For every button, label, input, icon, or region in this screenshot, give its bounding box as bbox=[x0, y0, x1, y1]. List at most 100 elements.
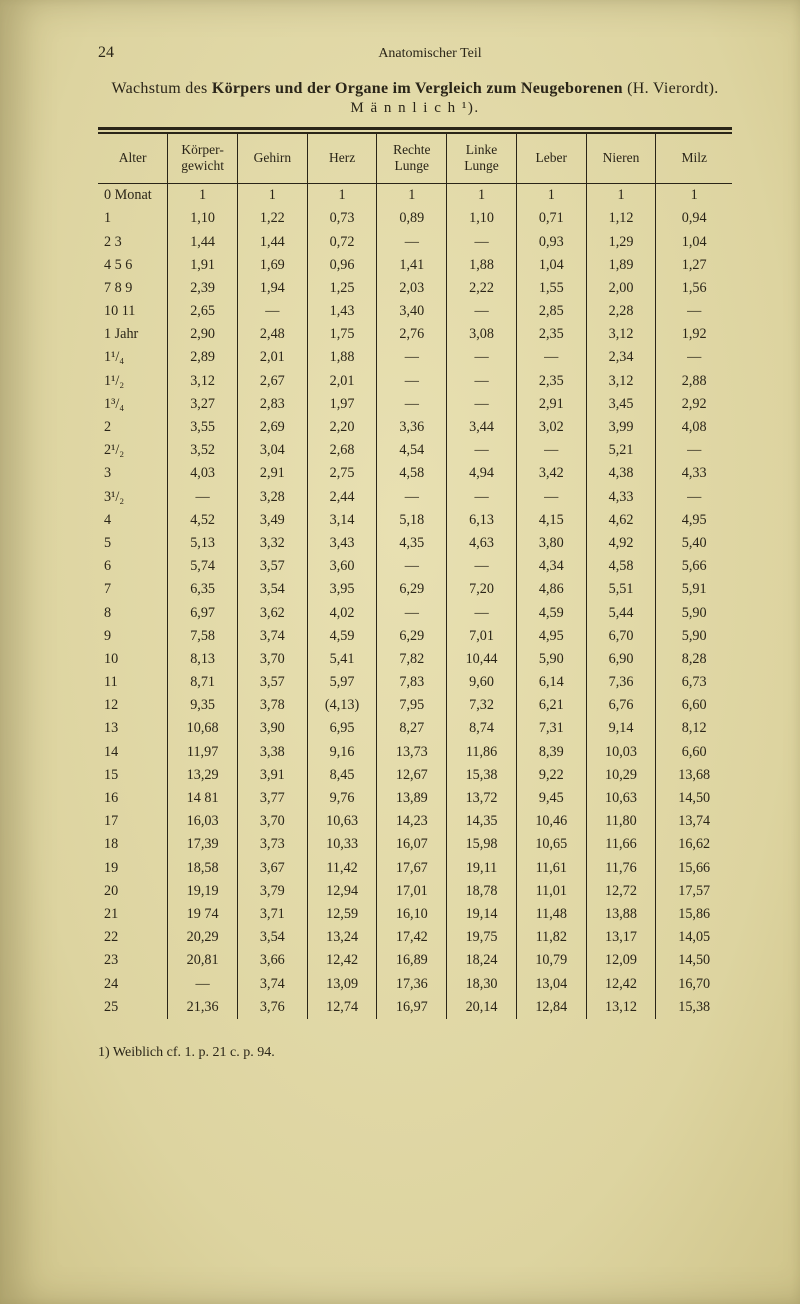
table-cell: 1,89 bbox=[586, 254, 656, 277]
table-cell: 3¹/₂ bbox=[98, 485, 168, 508]
table-cell: 13,89 bbox=[377, 787, 447, 810]
table-cell: 12,74 bbox=[307, 996, 377, 1019]
table-cell: 11,82 bbox=[516, 926, 586, 949]
table-cell: 0,96 bbox=[307, 254, 377, 277]
table-cell: 1 bbox=[656, 184, 732, 208]
table-cell: 3,74 bbox=[237, 625, 307, 648]
table-row: 1817,393,7310,3316,0715,9810,6511,6616,6… bbox=[98, 833, 732, 856]
table-cell: 3 bbox=[98, 462, 168, 485]
table-cell: 2¹/₂ bbox=[98, 439, 168, 462]
table-cell: 10,44 bbox=[447, 648, 517, 671]
table-cell: 18,24 bbox=[447, 949, 517, 972]
table-row: 1310,683,906,958,278,747,319,148,12 bbox=[98, 717, 732, 740]
table-cell: 1,41 bbox=[377, 254, 447, 277]
table-cell: 7,36 bbox=[586, 671, 656, 694]
table-cell: 16,89 bbox=[377, 949, 447, 972]
table-cell: 18,78 bbox=[447, 880, 517, 903]
table-row: 1¹/₂3,122,672,01——2,353,122,88 bbox=[98, 370, 732, 393]
table-cell: 1,29 bbox=[586, 230, 656, 253]
table-cell: 1 bbox=[516, 184, 586, 208]
table-cell: 1,88 bbox=[447, 254, 517, 277]
table-row: 1513,293,918,4512,6715,389,2210,2913,68 bbox=[98, 764, 732, 787]
table-cell: 6,35 bbox=[168, 578, 238, 601]
table-cell: 16,10 bbox=[377, 903, 447, 926]
table-cell: 13,73 bbox=[377, 741, 447, 764]
table-row: 1918,583,6711,4217,6719,1111,6111,7615,6… bbox=[98, 856, 732, 879]
table-cell: — bbox=[656, 439, 732, 462]
table-cell: 5,90 bbox=[656, 625, 732, 648]
table-cell: 16,70 bbox=[656, 972, 732, 995]
table-cell: 4,02 bbox=[307, 601, 377, 624]
table-cell: 5,13 bbox=[168, 532, 238, 555]
table-cell: — bbox=[377, 370, 447, 393]
table-cell: 3,28 bbox=[237, 485, 307, 508]
table-cell: 16 bbox=[98, 787, 168, 810]
table-cell: 15,66 bbox=[656, 856, 732, 879]
col-alter: Alter bbox=[98, 134, 168, 184]
table-row: 55,133,323,434,354,633,804,925,40 bbox=[98, 532, 732, 555]
table-cell: 20,81 bbox=[168, 949, 238, 972]
table-cell: 6,13 bbox=[447, 509, 517, 532]
table-cell: — bbox=[656, 300, 732, 323]
table-cell: 6,97 bbox=[168, 601, 238, 624]
table-cell: 1,92 bbox=[656, 323, 732, 346]
table-cell: — bbox=[447, 230, 517, 253]
table-cell: — bbox=[516, 439, 586, 462]
table-cell: 2,92 bbox=[656, 393, 732, 416]
table-cell: 11,97 bbox=[168, 741, 238, 764]
table-row: 11,101,220,730,891,100,711,120,94 bbox=[98, 207, 732, 230]
table-cell: 13,29 bbox=[168, 764, 238, 787]
table-cell: 9,45 bbox=[516, 787, 586, 810]
table-cell: 4,92 bbox=[586, 532, 656, 555]
table-cell: 10,65 bbox=[516, 833, 586, 856]
table-cell: 5,66 bbox=[656, 555, 732, 578]
table-cell: 21 bbox=[98, 903, 168, 926]
table-cell: 17 bbox=[98, 810, 168, 833]
table-cell: 4,94 bbox=[447, 462, 517, 485]
table-row: 23,552,692,203,363,443,023,994,08 bbox=[98, 416, 732, 439]
table-cell: 19,19 bbox=[168, 880, 238, 903]
table-cell: 4,54 bbox=[377, 439, 447, 462]
page-scan: 24 Anatomischer Teil Wachstum des Körper… bbox=[0, 0, 800, 1304]
table-cell: 1,69 bbox=[237, 254, 307, 277]
table-cell: 14,23 bbox=[377, 810, 447, 833]
table-cell: 2,01 bbox=[237, 346, 307, 369]
table-cell: 13,12 bbox=[586, 996, 656, 1019]
table-body: 0 Monat1111111111,101,220,730,891,100,71… bbox=[98, 184, 732, 1019]
table-cell: 13,17 bbox=[586, 926, 656, 949]
table-cell: 2,67 bbox=[237, 370, 307, 393]
table-cell: 2,03 bbox=[377, 277, 447, 300]
table-cell: 6,95 bbox=[307, 717, 377, 740]
col-gehirn: Gehirn bbox=[237, 134, 307, 184]
table-cell: — bbox=[377, 555, 447, 578]
table-cell: 3,45 bbox=[586, 393, 656, 416]
table-cell: 10,79 bbox=[516, 949, 586, 972]
table-cell: 1,91 bbox=[168, 254, 238, 277]
table-cell: 15,38 bbox=[656, 996, 732, 1019]
table-cell: — bbox=[447, 300, 517, 323]
running-title: Anatomischer Teil bbox=[128, 46, 732, 62]
table-cell: 19,11 bbox=[447, 856, 517, 879]
table-row: 129,353,78(4,13)7,957,326,216,766,60 bbox=[98, 694, 732, 717]
table-cell: 7,20 bbox=[447, 578, 517, 601]
table-cell: 1,94 bbox=[237, 277, 307, 300]
table-cell: 1 bbox=[307, 184, 377, 208]
table-cell: 5 bbox=[98, 532, 168, 555]
table-cell: 0,73 bbox=[307, 207, 377, 230]
table-cell: 8,45 bbox=[307, 764, 377, 787]
table-cell: 1¹/₂ bbox=[98, 370, 168, 393]
table-cell: 3,02 bbox=[516, 416, 586, 439]
table-cell: 11,66 bbox=[586, 833, 656, 856]
table-cell: 19 74 bbox=[168, 903, 238, 926]
table-cell: 3,90 bbox=[237, 717, 307, 740]
table-cell: 3,77 bbox=[237, 787, 307, 810]
table-row: 1¹/₄2,892,011,88———2,34— bbox=[98, 346, 732, 369]
table-cell: 14,05 bbox=[656, 926, 732, 949]
table-cell: 19,14 bbox=[447, 903, 517, 926]
table-cell: 5,40 bbox=[656, 532, 732, 555]
table-cell: 1,44 bbox=[237, 230, 307, 253]
header-row: Alter Körper- gewicht Gehirn Herz Rechte… bbox=[98, 134, 732, 184]
table-cell: 7,31 bbox=[516, 717, 586, 740]
table-cell: 8,13 bbox=[168, 648, 238, 671]
table-cell: 6 bbox=[98, 555, 168, 578]
